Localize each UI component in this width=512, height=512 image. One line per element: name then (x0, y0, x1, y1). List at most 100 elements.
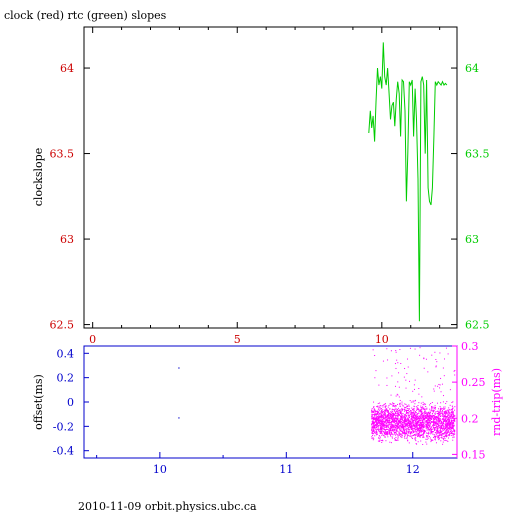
rtrip-point (383, 422, 385, 424)
rtrip-point (396, 427, 398, 429)
rtrip-point (393, 414, 395, 416)
rtrip-point (438, 425, 440, 427)
rtrip-point (445, 427, 447, 429)
rtrip-point (382, 413, 384, 415)
rtrip-point (412, 426, 414, 428)
rtrip-point (448, 422, 450, 424)
rtrip-point (386, 426, 388, 428)
rtrip-point (394, 432, 396, 434)
rtrip-point (381, 427, 383, 429)
rtrip-point (389, 431, 391, 433)
rtrip-point (391, 417, 393, 419)
rtrip-outlier-point (423, 357, 425, 359)
rtrip-point (429, 420, 431, 422)
rtrip-point (442, 427, 444, 429)
rtrip-point (426, 443, 428, 445)
rtrip-point (388, 421, 390, 423)
rtrip-point (374, 428, 376, 430)
rtrip-point (426, 428, 428, 430)
rtrip-point (414, 434, 416, 436)
rtrip-point (429, 429, 431, 431)
rtrip-point (403, 436, 405, 438)
rtrip-point (427, 412, 429, 414)
rtrip-point (408, 434, 410, 436)
rtrip-point (400, 435, 402, 437)
rtrip-point (440, 408, 442, 410)
rtrip-point (420, 426, 422, 428)
rtrip-point (430, 426, 432, 428)
rtrip-point (453, 420, 455, 422)
rtrip-point (432, 419, 434, 421)
rtrip-point (423, 412, 425, 414)
rtrip-point (450, 413, 452, 415)
rtrip-point (404, 424, 406, 426)
rtrip-point (435, 426, 437, 428)
rtrip-point (446, 429, 448, 431)
rtrip-point (381, 423, 383, 425)
rtrip-point (443, 432, 445, 434)
rtrip-point (372, 418, 374, 420)
rtrip-point (430, 441, 432, 443)
rtrip-point (423, 427, 425, 429)
rtrip-point (426, 435, 428, 437)
rtrip-point (372, 424, 374, 426)
rtrip-point (436, 413, 438, 415)
rtrip-point (429, 410, 431, 412)
rtrip-point (424, 409, 426, 411)
rtrip-outlier-point (390, 394, 392, 396)
rtrip-point (371, 427, 373, 429)
rtrip-outlier-point (406, 373, 408, 375)
rtrip-point (444, 420, 446, 422)
rtrip-point (433, 410, 435, 412)
rtrip-point (405, 431, 407, 433)
rtrip-point (441, 418, 443, 420)
rtrip-point (408, 431, 410, 433)
rtrip-point (375, 417, 377, 419)
rtrip-point (401, 418, 403, 420)
rtrip-point (438, 432, 440, 434)
rtrip-point (434, 416, 436, 418)
rtrip-point (385, 424, 387, 426)
rtrip-point (395, 417, 397, 419)
rtrip-point (381, 433, 383, 435)
rtrip-point (390, 421, 392, 423)
rtrip-point (371, 432, 373, 434)
rtrip-point (387, 436, 389, 438)
rtrip-point (412, 415, 414, 417)
top-right-tick-label: 63 (465, 233, 479, 246)
rtrip-point (434, 416, 436, 418)
rtrip-point (374, 421, 376, 423)
rtrip-point (414, 424, 416, 426)
rtrip-point (379, 402, 381, 404)
rtrip-point (429, 431, 431, 433)
rtrip-point (399, 426, 401, 428)
rtrip-point (399, 427, 401, 429)
rtrip-point (427, 418, 429, 420)
rtrip-point (411, 415, 413, 417)
rtrip-point (381, 432, 383, 434)
rtrip-point (399, 403, 401, 405)
rtrip-point (371, 426, 373, 428)
rtrip-point (371, 410, 373, 412)
rtrip-point (441, 427, 443, 429)
rtrip-point (437, 412, 439, 414)
rtrip-point (375, 432, 377, 434)
rtrip-point (399, 429, 401, 431)
rtrip-point (441, 421, 443, 423)
rtrip-point (419, 417, 421, 419)
rtrip-outlier-point (438, 383, 440, 385)
top-left-tick-label: 63.5 (50, 148, 75, 161)
rtrip-point (388, 424, 390, 426)
rtrip-point (404, 407, 406, 409)
rtrip-point (451, 427, 453, 429)
rtrip-point (411, 417, 413, 419)
rtrip-point (406, 409, 408, 411)
rtrip-point (406, 411, 408, 413)
rtrip-point (395, 418, 397, 420)
rtrip-point (438, 419, 440, 421)
rtrip-point (402, 416, 404, 418)
rtrip-point (413, 413, 415, 415)
rtrip-point (380, 412, 382, 414)
rtrip-point (401, 430, 403, 432)
rtrip-point (386, 416, 388, 418)
